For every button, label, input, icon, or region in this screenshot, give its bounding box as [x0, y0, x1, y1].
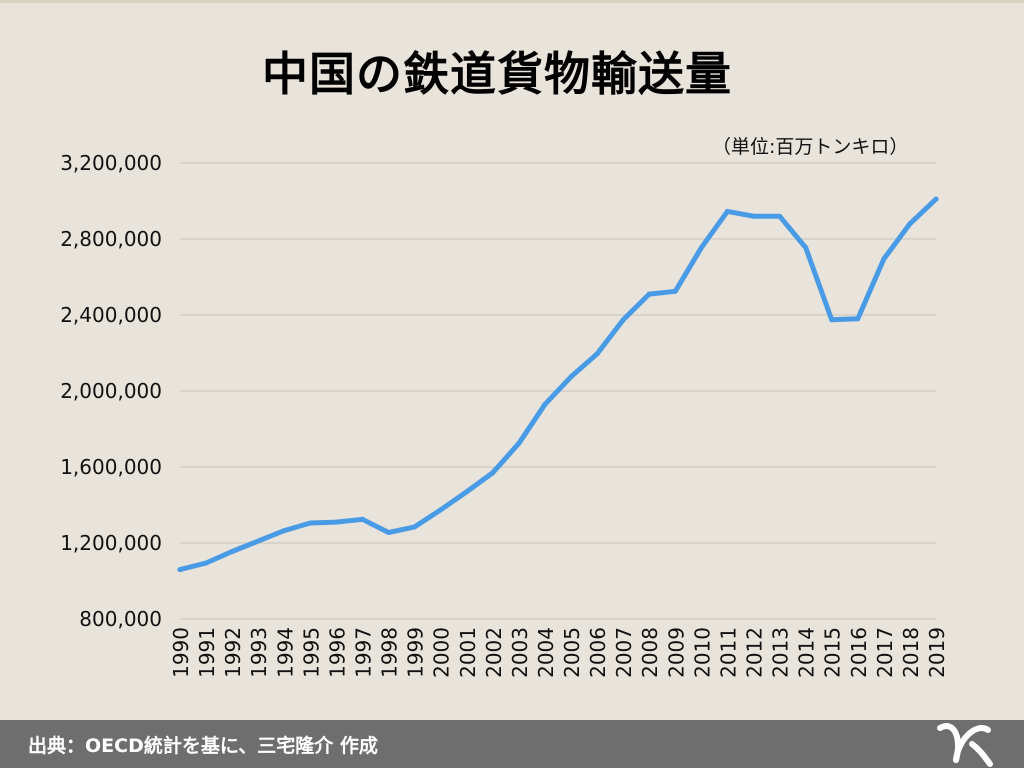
data-point [803, 245, 809, 251]
data-point [855, 316, 861, 322]
data-point [464, 489, 470, 495]
x-tick-label: 2010 [690, 627, 714, 678]
data-point [490, 470, 496, 476]
x-tick-label: 1990 [169, 627, 193, 678]
x-tick-label: 1996 [325, 627, 349, 678]
data-point [698, 245, 704, 251]
source-credit: 出典：OECD統計を基に、三宅隆介 作成 [28, 735, 378, 757]
x-tick-label: 2019 [925, 627, 949, 678]
x-tick-label: 2018 [899, 627, 923, 678]
data-point [881, 256, 887, 262]
x-tick-label: 2013 [769, 627, 793, 678]
data-point [255, 538, 261, 544]
data-point [177, 567, 183, 573]
footer-bar: 出典：OECD統計を基に、三宅隆介 作成 [0, 720, 1024, 768]
x-tick-label: 1991 [195, 627, 219, 678]
x-tick-label: 2014 [795, 627, 819, 678]
y-tick-label: 1,200,000 [60, 531, 162, 555]
series-line [177, 196, 939, 573]
x-tick-label: 1994 [273, 627, 297, 678]
y-tick-label: 2,800,000 [60, 227, 162, 251]
x-tick-label: 2015 [821, 627, 845, 678]
x-tick-label: 2008 [638, 627, 662, 678]
x-tick-label: 1999 [404, 627, 428, 678]
unit-note: （単位:百万トンキロ） [712, 136, 909, 158]
data-point [672, 288, 678, 294]
x-tick-label: 2003 [508, 627, 532, 678]
data-point [724, 208, 730, 214]
data-point [907, 221, 913, 227]
x-tick-label: 2009 [664, 627, 688, 678]
data-point [594, 351, 600, 357]
x-tick-label: 2011 [716, 627, 740, 678]
data-point [829, 317, 835, 323]
x-tick-label: 2017 [873, 627, 897, 678]
data-point [229, 549, 235, 555]
data-point [933, 196, 939, 202]
x-tick-label: 2001 [456, 627, 480, 678]
mr-logo-icon [937, 723, 993, 767]
x-tick-label: 2012 [743, 627, 767, 678]
x-tick-label: 2004 [534, 627, 558, 678]
x-tick-label: 1995 [299, 627, 323, 678]
x-tick-label: 2016 [847, 627, 871, 678]
y-tick-label: 2,000,000 [60, 379, 162, 403]
data-point [333, 519, 339, 525]
data-point [751, 213, 757, 219]
data-point [516, 440, 522, 446]
y-tick-label: 3,200,000 [60, 151, 162, 175]
data-point [359, 516, 365, 522]
x-tick-label: 1992 [221, 627, 245, 678]
x-tick-label: 1993 [247, 627, 271, 678]
data-point [438, 507, 444, 513]
top-rule [0, 0, 1024, 3]
data-point [568, 374, 574, 380]
data-point [542, 401, 548, 407]
data-point [281, 528, 287, 534]
x-tick-label: 2002 [482, 627, 506, 678]
chart-title: 中国の鉄道貨物輸送量 [262, 47, 732, 101]
x-tick-label: 2005 [560, 627, 584, 678]
y-tick-label: 800,000 [79, 607, 162, 631]
data-point [646, 291, 652, 297]
x-tick-label: 2000 [430, 627, 454, 678]
x-tick-label: 1997 [351, 627, 375, 678]
data-point [203, 560, 209, 566]
x-tick-label: 1998 [378, 627, 402, 678]
data-point [412, 524, 418, 530]
x-tick-label: 2007 [612, 627, 636, 678]
data-point [386, 530, 392, 536]
y-tick-label: 1,600,000 [60, 455, 162, 479]
data-point [620, 317, 626, 323]
y-tick-label: 2,400,000 [60, 303, 162, 327]
data-point [777, 213, 783, 219]
data-point [307, 520, 313, 526]
x-tick-label: 2006 [586, 627, 610, 678]
line-chart: 800,000 1,200,000 1,600,000 2,000,000 2,400,… [60, 151, 949, 678]
